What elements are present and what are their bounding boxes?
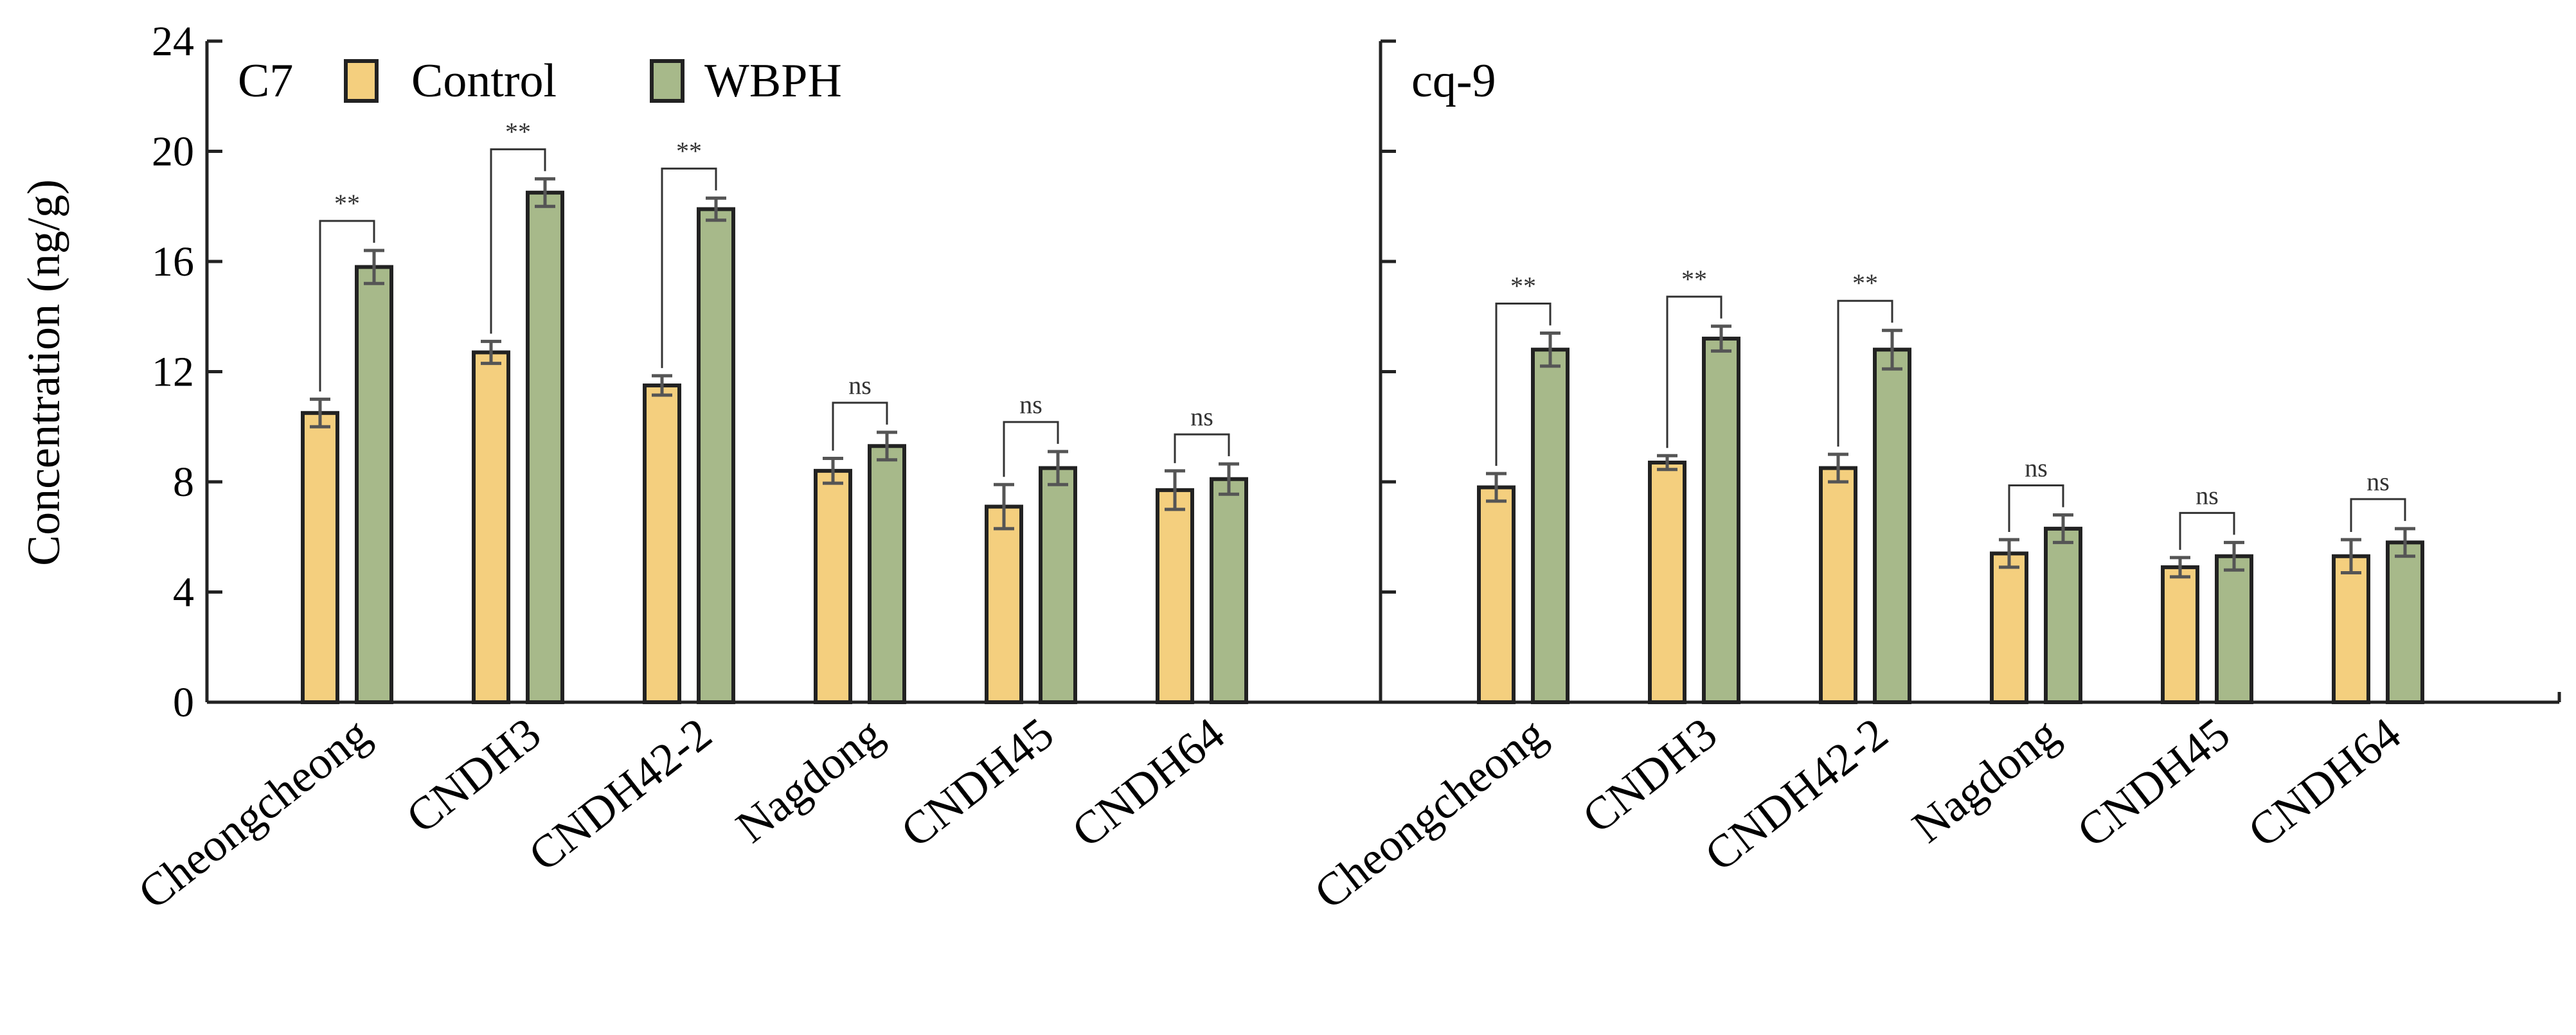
bar-control-nagdong: [1990, 551, 2028, 704]
category-label: CNDH42-2: [1695, 708, 1897, 881]
significance-bracket: [2350, 498, 2406, 533]
legend: Control WBPH: [344, 55, 842, 107]
significance-bracket: [661, 167, 717, 368]
bar-wbph-cndh3: [526, 190, 564, 704]
category-label: Nagdong: [1903, 708, 2068, 853]
bar-control-cndh45: [2161, 565, 2199, 704]
category-label: Cheongcheong: [1305, 708, 1555, 919]
bar-control-cndh42-2: [1819, 466, 1857, 704]
bar-wbph-nagdong: [868, 444, 906, 704]
significance-bracket: [1495, 302, 1552, 466]
bar-wbph-cndh45: [2215, 554, 2253, 705]
significance-label: **: [1681, 265, 1707, 294]
significance-bracket: [1666, 296, 1722, 448]
bar-wbph-cndh42-2: [697, 207, 735, 705]
panel-label-cq9: cq-9: [1411, 55, 1496, 107]
significance-bracket: [1003, 421, 1059, 477]
bar-control-cndh64: [1156, 488, 1194, 704]
y-tick-label: 16: [152, 238, 194, 285]
category-label: Cheongcheong: [129, 708, 379, 919]
significance-label: ns: [1190, 402, 1213, 431]
category-label: CNDH64: [1062, 708, 1234, 858]
bar-control-cndh45: [985, 504, 1023, 705]
legend-swatch-wbph: [650, 59, 684, 103]
bar-wbph-nagdong: [2044, 526, 2082, 704]
significance-label: ns: [2025, 453, 2048, 482]
significance-label: **: [1852, 269, 1878, 297]
significance-label: ns: [848, 371, 872, 400]
significance-label: ns: [2366, 467, 2390, 496]
bar-wbph-cndh42-2: [1873, 348, 1911, 704]
bar-control-cndh3: [1648, 460, 1686, 704]
legend-label-wbph: WBPH: [704, 55, 842, 107]
legend-swatch-control: [344, 59, 379, 103]
bar-control-cheongcheong: [1477, 485, 1516, 704]
category-label: Nagdong: [727, 708, 892, 853]
significance-label: ns: [2196, 481, 2219, 509]
significance-bracket: [832, 402, 888, 451]
bar-wbph-cndh45: [1039, 466, 1077, 704]
panel-label-c7: C7: [238, 55, 293, 107]
y-tick-label: 0: [173, 679, 194, 726]
labels-layer: 0 4 8 12 16 20 24 ** Cheongcheong ** CNDH3 ** CNDH42…: [129, 18, 2410, 919]
significance-bracket: [1837, 299, 1893, 447]
bars-layer: [301, 148, 2424, 705]
legend-label-control: Control: [411, 55, 557, 107]
category-label: CNDH3: [397, 708, 550, 844]
y-axis-title: Concentration (ng/g): [18, 179, 69, 566]
bar-wbph-cndh64: [2386, 540, 2424, 705]
category-label: CNDH42-2: [519, 708, 721, 881]
y-tick-label: 24: [152, 18, 194, 65]
category-label: CNDH3: [1573, 708, 1726, 844]
category-label: CNDH64: [2239, 708, 2410, 858]
significance-bracket: [1174, 433, 1230, 463]
bar-control-cndh64: [2332, 554, 2370, 705]
category-label: CNDH45: [2068, 708, 2239, 858]
bar-control-nagdong: [814, 468, 852, 704]
bar-wbph-cndh64: [1210, 477, 1248, 705]
significance-bracket: [2008, 484, 2064, 533]
significance-label: **: [505, 117, 531, 146]
category-label: CNDH45: [891, 708, 1063, 858]
significance-label: **: [334, 189, 360, 218]
significance-bracket: [2179, 511, 2235, 550]
significance-label: **: [1510, 271, 1536, 300]
significance-bracket: [490, 148, 546, 334]
significance-label: ns: [1019, 390, 1042, 419]
bar-wbph-cheongcheong: [355, 265, 393, 704]
significance-label: **: [676, 136, 702, 165]
y-tick-label: 12: [152, 349, 194, 396]
bar-control-cndh3: [472, 350, 510, 704]
bar-wbph-cheongcheong: [1531, 348, 1570, 704]
bar-wbph-cndh3: [1702, 337, 1740, 704]
significance-bracket: [319, 220, 375, 392]
y-tick-label: 8: [173, 459, 194, 506]
y-tick-label: 20: [152, 128, 194, 175]
y-tick-label: 4: [173, 569, 194, 616]
bar-control-cndh42-2: [643, 383, 681, 704]
bar-control-cheongcheong: [301, 411, 339, 704]
